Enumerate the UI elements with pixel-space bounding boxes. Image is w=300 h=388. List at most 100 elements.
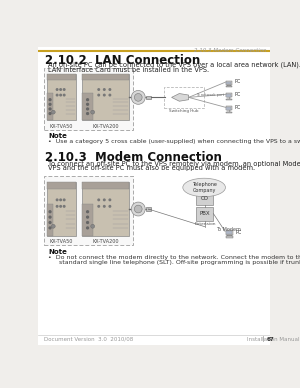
Circle shape — [63, 206, 65, 207]
FancyBboxPatch shape — [226, 107, 232, 110]
Circle shape — [109, 199, 111, 201]
Circle shape — [87, 222, 88, 223]
Text: PC: PC — [234, 80, 241, 85]
Circle shape — [87, 99, 88, 100]
Text: Note: Note — [48, 133, 67, 139]
Circle shape — [98, 206, 100, 207]
Text: Extension: Extension — [194, 222, 216, 226]
Text: To Modem: To Modem — [216, 227, 241, 232]
Circle shape — [49, 216, 51, 218]
Circle shape — [87, 108, 88, 110]
FancyBboxPatch shape — [82, 182, 129, 189]
Circle shape — [63, 199, 65, 201]
Text: VPS and the off-site PC must also be equipped with a modem.: VPS and the off-site PC must also be equ… — [48, 165, 256, 171]
FancyBboxPatch shape — [38, 47, 270, 345]
Text: Document Version  3.0  2010/08: Document Version 3.0 2010/08 — [44, 337, 133, 342]
FancyBboxPatch shape — [47, 74, 76, 80]
Circle shape — [63, 94, 65, 96]
FancyBboxPatch shape — [82, 182, 129, 236]
Circle shape — [49, 99, 51, 100]
Circle shape — [103, 89, 105, 90]
Circle shape — [87, 211, 88, 213]
FancyBboxPatch shape — [226, 236, 233, 237]
FancyBboxPatch shape — [146, 96, 152, 99]
Circle shape — [109, 206, 111, 207]
Text: PC: PC — [234, 92, 241, 97]
Circle shape — [49, 108, 51, 110]
Text: 2.10.3  Modem Connection: 2.10.3 Modem Connection — [45, 151, 222, 164]
Circle shape — [60, 199, 61, 201]
Circle shape — [49, 211, 51, 213]
FancyBboxPatch shape — [146, 208, 152, 211]
Text: Note: Note — [48, 249, 67, 255]
Circle shape — [103, 94, 105, 96]
Circle shape — [60, 89, 61, 90]
Circle shape — [98, 199, 100, 201]
Circle shape — [109, 89, 111, 90]
Text: PC: PC — [236, 230, 242, 236]
FancyBboxPatch shape — [226, 82, 232, 84]
Circle shape — [98, 89, 100, 90]
Text: LAN Interface Card must be installed in the VPS.: LAN Interface Card must be installed in … — [48, 67, 209, 73]
Circle shape — [49, 103, 51, 105]
Text: standard single line telephone (SLT). Off-site programming is possible if trunk : standard single line telephone (SLT). Of… — [59, 260, 300, 265]
Circle shape — [87, 103, 88, 105]
Circle shape — [87, 216, 88, 218]
FancyBboxPatch shape — [227, 235, 232, 236]
Ellipse shape — [183, 178, 225, 197]
FancyBboxPatch shape — [82, 204, 93, 236]
Circle shape — [103, 206, 105, 207]
FancyBboxPatch shape — [47, 74, 76, 121]
FancyBboxPatch shape — [226, 99, 232, 100]
Text: KX-TVA200: KX-TVA200 — [92, 239, 119, 244]
FancyBboxPatch shape — [226, 93, 232, 97]
Circle shape — [91, 224, 94, 228]
FancyBboxPatch shape — [196, 207, 213, 221]
Text: PBX: PBX — [200, 211, 210, 216]
Circle shape — [56, 89, 58, 90]
Circle shape — [49, 222, 51, 223]
Circle shape — [56, 199, 58, 201]
Circle shape — [56, 206, 58, 207]
Circle shape — [109, 94, 111, 96]
Circle shape — [56, 94, 58, 96]
Text: CO: CO — [201, 196, 209, 201]
Circle shape — [87, 113, 88, 114]
Text: KX-TVA50: KX-TVA50 — [50, 123, 73, 128]
FancyBboxPatch shape — [82, 74, 129, 121]
Circle shape — [87, 227, 88, 229]
Text: Switching Hub: Switching Hub — [169, 109, 199, 113]
Circle shape — [49, 113, 51, 114]
Text: To connect an off-site PC to the VPS remotely via modem, an optional Modem Card : To connect an off-site PC to the VPS rem… — [48, 161, 300, 166]
Text: Installation Manual: Installation Manual — [247, 337, 299, 342]
FancyBboxPatch shape — [47, 182, 76, 189]
Text: 67: 67 — [267, 337, 275, 342]
Text: KX-TVA50: KX-TVA50 — [50, 239, 73, 244]
Text: •  Do not connect the modem directly to the network. Connect the modem to the PB: • Do not connect the modem directly to t… — [48, 255, 300, 260]
Circle shape — [91, 110, 94, 114]
Text: To network port: To network port — [196, 94, 224, 97]
Circle shape — [98, 94, 100, 96]
Text: 2.10.2  LAN Connection: 2.10.2 LAN Connection — [45, 54, 200, 67]
FancyBboxPatch shape — [44, 68, 133, 130]
Text: Telephone
Company: Telephone Company — [192, 182, 217, 193]
Circle shape — [49, 227, 51, 229]
Text: •  Use a category 5 cross cable (user-supplied) when connecting the VPS to a swi: • Use a category 5 cross cable (user-sup… — [48, 139, 300, 144]
FancyBboxPatch shape — [47, 182, 76, 236]
Circle shape — [60, 94, 61, 96]
FancyBboxPatch shape — [226, 112, 232, 113]
FancyBboxPatch shape — [82, 74, 129, 80]
Circle shape — [51, 110, 55, 114]
Circle shape — [51, 224, 55, 228]
FancyBboxPatch shape — [226, 230, 233, 235]
FancyBboxPatch shape — [47, 204, 53, 236]
Text: An on-site PC can be connected to the VPS over a local area network (LAN). For t: An on-site PC can be connected to the VP… — [48, 62, 300, 68]
FancyBboxPatch shape — [227, 85, 231, 86]
Polygon shape — [172, 94, 189, 101]
Circle shape — [131, 202, 145, 216]
FancyBboxPatch shape — [196, 191, 213, 205]
Text: KX-TVA200: KX-TVA200 — [92, 123, 119, 128]
FancyBboxPatch shape — [226, 231, 232, 234]
FancyBboxPatch shape — [47, 93, 53, 121]
FancyBboxPatch shape — [82, 93, 93, 121]
